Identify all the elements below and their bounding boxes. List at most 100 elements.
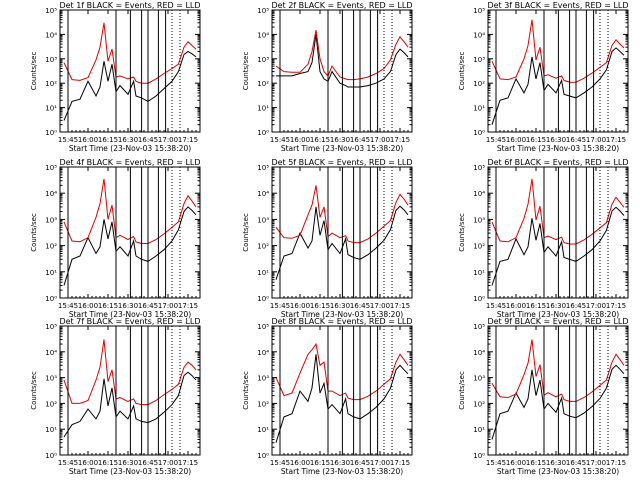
x-tick-label: 16:00 [290, 302, 310, 310]
x-tick-label: 16:45 [138, 302, 158, 310]
y-tick-label: 10⁵ [45, 323, 57, 331]
x-tick-label: 15:45 [486, 302, 506, 310]
panel-1: 10⁰ 10¹ 10² 10³ 10⁴ 10⁵ 15:45 16:00 16:15 16:30 16… [30, 1, 201, 153]
x-tick-label: 16:30 [330, 136, 350, 144]
y-tick-label: 10⁵ [473, 7, 485, 15]
y-tick-label: 10⁴ [45, 190, 57, 198]
x-tick-label: 16:30 [546, 302, 566, 310]
y-tick-label: 10⁰ [45, 295, 57, 303]
x-tick-label: 16:30 [330, 459, 350, 467]
y-tick-label: 10³ [257, 216, 269, 224]
y-tick-label: 10¹ [473, 105, 485, 113]
x-tick-label: 16:30 [118, 136, 138, 144]
x-tick-label: 17:15 [178, 459, 198, 467]
plot-frame [271, 9, 413, 133]
y-tick-label: 10¹ [473, 426, 485, 434]
chart-title: Det 1f BLACK = Events, RED = LLD [59, 1, 200, 10]
y-tick-label: 10¹ [257, 426, 269, 434]
chart-title: Det 9f BLACK = Events, RED = LLD [487, 317, 628, 326]
y-tick-label: 10² [257, 80, 269, 88]
x-axis-label: Start Time (23-Nov-03 15:38:20) [69, 467, 191, 476]
x-axis-label: Start Time (23-Nov-03 15:38:20) [69, 310, 191, 319]
y-tick-label: 10⁰ [45, 129, 57, 137]
x-tick-label: 15:45 [58, 302, 78, 310]
y-tick-label: 10³ [473, 375, 485, 383]
chart-title: Det 8f BLACK = Events, RED = LLD [271, 317, 412, 326]
y-tick-label: 10² [45, 80, 57, 88]
y-tick-label: 10⁴ [45, 349, 57, 357]
x-tick-label: 15:45 [58, 459, 78, 467]
plot-frame [59, 9, 201, 133]
y-tick-label: 10¹ [45, 105, 57, 113]
y-tick-label: 10⁰ [473, 129, 485, 137]
y-tick-label: 10¹ [257, 105, 269, 113]
x-tick-label: 17:00 [370, 459, 390, 467]
y-tick-label: 10³ [473, 56, 485, 64]
y-axis-label: Counts/sec [30, 213, 38, 252]
x-tick-label: 16:15 [98, 459, 118, 467]
panel-3: 10⁰ 10¹ 10² 10³ 10⁴ 10⁵ 15:45 16:00 16:15 16:30 16… [458, 1, 629, 153]
y-tick-label: 10³ [257, 375, 269, 383]
y-tick-label: 10² [45, 243, 57, 251]
y-tick-label: 10³ [45, 56, 57, 64]
y-tick-label: 10¹ [45, 426, 57, 434]
x-axis-label: Start Time (23-Nov-03 15:38:20) [69, 144, 191, 153]
x-tick-label: 16:45 [138, 459, 158, 467]
y-tick-label: 10³ [257, 56, 269, 64]
x-tick-label: 16:00 [78, 302, 98, 310]
x-tick-label: 17:00 [158, 302, 178, 310]
chart-title: Det 2f BLACK = Events, RED = LLD [271, 1, 412, 10]
plot-frame [59, 166, 201, 299]
y-tick-label: 10⁵ [257, 323, 269, 331]
plot-frame [487, 9, 629, 133]
y-tick-label: 10¹ [473, 269, 485, 277]
x-tick-label: 16:45 [566, 459, 586, 467]
y-tick-label: 10⁵ [45, 7, 57, 15]
x-tick-label: 16:15 [310, 302, 330, 310]
y-tick-label: 10⁵ [45, 164, 57, 172]
x-tick-label: 17:00 [586, 459, 606, 467]
y-tick-label: 10⁰ [257, 295, 269, 303]
x-axis-label: Start Time (23-Nov-03 15:38:20) [497, 467, 619, 476]
y-tick-label: 10⁰ [473, 295, 485, 303]
y-tick-label: 10⁵ [257, 7, 269, 15]
y-axis-label: Counts/sec [242, 371, 250, 410]
x-tick-label: 17:15 [390, 459, 410, 467]
x-tick-label: 16:45 [350, 302, 370, 310]
x-tick-label: 16:00 [78, 459, 98, 467]
y-axis-label: Counts/sec [242, 213, 250, 252]
x-tick-label: 17:15 [606, 302, 626, 310]
x-tick-label: 16:30 [118, 302, 138, 310]
x-tick-label: 16:00 [506, 302, 526, 310]
x-tick-label: 17:00 [158, 459, 178, 467]
x-axis-label: Start Time (23-Nov-03 15:38:20) [281, 144, 403, 153]
y-tick-label: 10⁰ [45, 452, 57, 460]
y-tick-label: 10⁴ [257, 190, 269, 198]
y-axis-label: Counts/sec [242, 52, 250, 91]
y-tick-label: 10² [257, 400, 269, 408]
x-axis-label: Start Time (23-Nov-03 15:38:20) [497, 310, 619, 319]
panel-5: 10⁰ 10¹ 10² 10³ 10⁴ 10⁵ 15:45 16:00 16:15 16:30 16… [242, 158, 413, 319]
x-tick-label: 16:45 [350, 459, 370, 467]
x-axis-label: Start Time (23-Nov-03 15:38:20) [281, 467, 403, 476]
y-tick-label: 10² [473, 80, 485, 88]
x-tick-label: 16:00 [290, 136, 310, 144]
chart-title: Det 3f BLACK = Events, RED = LLD [487, 1, 628, 10]
panel-2: 10⁰ 10¹ 10² 10³ 10⁴ 10⁵ 15:45 16:00 16:15 16:30 16… [242, 1, 413, 153]
y-tick-label: 10⁴ [473, 190, 485, 198]
panel-9: 10⁰ 10¹ 10² 10³ 10⁴ 10⁵ 15:45 16:00 16:15 16:30 16… [458, 317, 629, 476]
y-tick-label: 10⁵ [257, 164, 269, 172]
y-tick-label: 10⁵ [473, 323, 485, 331]
x-tick-label: 16:15 [98, 302, 118, 310]
x-tick-label: 15:45 [270, 302, 290, 310]
x-tick-label: 17:00 [586, 136, 606, 144]
x-tick-label: 16:15 [310, 136, 330, 144]
x-tick-label: 16:00 [506, 136, 526, 144]
panel-4: 10⁰ 10¹ 10² 10³ 10⁴ 10⁵ 15:45 16:00 16:15 16:30 16… [30, 158, 201, 319]
y-tick-label: 10³ [473, 216, 485, 224]
x-tick-label: 16:00 [290, 459, 310, 467]
y-tick-label: 10³ [45, 375, 57, 383]
y-tick-label: 10¹ [257, 269, 269, 277]
x-tick-label: 16:00 [78, 136, 98, 144]
x-tick-label: 17:15 [390, 302, 410, 310]
